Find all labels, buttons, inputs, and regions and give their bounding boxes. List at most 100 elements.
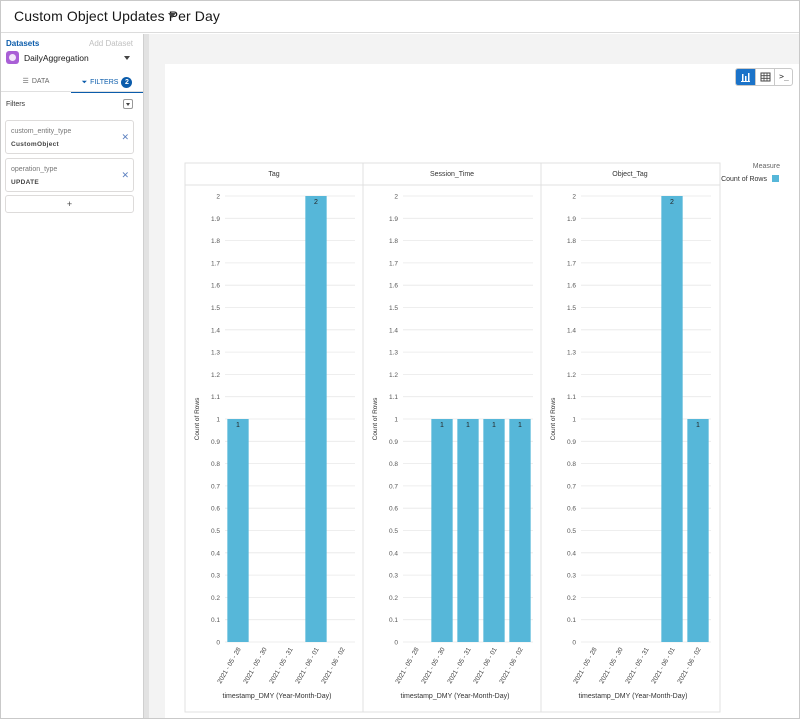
- filter-field: operation_type: [11, 166, 58, 173]
- y-tick-label: 1.7: [389, 260, 398, 267]
- y-tick-label: 1.1: [211, 394, 220, 401]
- bar: [431, 419, 453, 642]
- y-tick-label: 1.4: [567, 327, 576, 334]
- terminal-icon[interactable]: >_: [774, 69, 792, 85]
- bar-chart-icon[interactable]: [736, 69, 755, 85]
- facet-title: Object_Tag: [612, 171, 648, 178]
- y-tick-label: 2: [572, 194, 576, 201]
- panel-resize-handle[interactable]: [143, 34, 149, 718]
- y-tick-label: 1.9: [389, 216, 398, 223]
- legend-swatch: [772, 175, 779, 182]
- y-tick-label: 0.1: [389, 617, 398, 624]
- bar-value-label: 1: [492, 422, 496, 429]
- y-tick-label: 0.6: [211, 506, 220, 513]
- filter-card[interactable]: operation_type UPDATE ✕: [5, 158, 134, 192]
- y-tick-label: 1.4: [389, 327, 398, 334]
- y-tick-label: 0.9: [389, 439, 398, 446]
- y-tick-label: 0.6: [389, 506, 398, 513]
- legend-title: Measure: [753, 163, 780, 170]
- y-tick-label: 1: [572, 417, 576, 424]
- close-icon[interactable]: ✕: [121, 132, 129, 142]
- list-icon: ☰: [22, 78, 29, 85]
- filters-heading: Filters: [6, 101, 26, 108]
- filter-field: custom_entity_type: [11, 128, 72, 135]
- y-tick-label: 0.3: [211, 573, 220, 580]
- y-tick-label: 1.3: [567, 350, 576, 357]
- y-tick-label: 1.8: [567, 238, 576, 245]
- chevron-down-icon[interactable]: [168, 13, 176, 18]
- tab-data[interactable]: ☰ DATA: [1, 77, 71, 92]
- datasets-label: Datasets: [6, 39, 40, 48]
- close-icon[interactable]: ✕: [121, 170, 129, 180]
- bar: [687, 419, 709, 642]
- header-bar: Custom Object Updates Per Day: [1, 1, 799, 33]
- filter-value: CustomObject: [11, 141, 60, 148]
- y-tick-label: 1.3: [389, 350, 398, 357]
- bar: [457, 419, 479, 642]
- y-tick-label: 0.3: [567, 573, 576, 580]
- y-tick-label: 0: [216, 640, 220, 647]
- table-icon[interactable]: [755, 69, 774, 85]
- bar-value-label: 1: [440, 422, 444, 429]
- filters-count-badge: 2: [121, 77, 133, 88]
- y-tick-label: 0.1: [567, 617, 576, 624]
- y-tick-label: 1.6: [567, 283, 576, 290]
- bar-value-label: 1: [696, 422, 700, 429]
- y-tick-label: 1.2: [211, 372, 220, 379]
- bar-value-label: 2: [314, 199, 318, 206]
- visualization-toggle: >_: [735, 68, 793, 86]
- y-tick-label: 1.3: [211, 350, 220, 357]
- y-tick-label: 0.4: [211, 550, 220, 557]
- page-title: Custom Object Updates Per Day: [14, 8, 220, 24]
- y-tick-label: 1.1: [389, 394, 398, 401]
- y-tick-label: 1.5: [567, 305, 576, 312]
- y-tick-label: 0.7: [567, 483, 576, 490]
- filter-value: UPDATE: [11, 179, 40, 186]
- bar: [227, 419, 249, 642]
- facet-title: Tag: [268, 171, 279, 178]
- y-tick-label: 2: [216, 194, 220, 201]
- y-tick-label: 0.2: [211, 595, 220, 602]
- y-tick-label: 1.8: [389, 238, 398, 245]
- tab-filters-label: FILTERS: [90, 79, 119, 86]
- y-tick-label: 0.6: [567, 506, 576, 513]
- y-tick-label: 1.1: [567, 394, 576, 401]
- filter-card[interactable]: custom_entity_type CustomObject ✕: [5, 120, 134, 154]
- y-tick-label: 1.2: [567, 372, 576, 379]
- tab-filters[interactable]: ⏷ FILTERS 2: [71, 77, 143, 93]
- y-tick-label: 0.9: [567, 439, 576, 446]
- y-tick-label: 1.9: [567, 216, 576, 223]
- y-tick-label: 1.5: [211, 305, 220, 312]
- y-tick-label: 1.4: [211, 327, 220, 334]
- y-tick-label: 1.5: [389, 305, 398, 312]
- tab-data-label: DATA: [31, 78, 50, 85]
- y-tick-label: 1.2: [389, 372, 398, 379]
- y-axis-title: Count of Rows: [194, 397, 201, 440]
- y-tick-label: 0.5: [211, 528, 220, 535]
- bar-value-label: 1: [236, 422, 240, 429]
- y-tick-label: 1.7: [567, 260, 576, 267]
- x-axis-title: timestamp_DMY (Year-Month-Day): [223, 693, 332, 700]
- add-filter-button[interactable]: +: [5, 195, 134, 213]
- y-tick-label: 0.3: [389, 573, 398, 580]
- y-tick-label: 0.2: [389, 595, 398, 602]
- y-tick-label: 1: [216, 417, 220, 424]
- y-tick-label: 0.7: [389, 483, 398, 490]
- tabs-divider: [1, 91, 143, 92]
- y-tick-label: 0.1: [211, 617, 220, 624]
- y-tick-label: 1.6: [389, 283, 398, 290]
- y-tick-label: 0.4: [567, 550, 576, 557]
- facet-title: Session_Time: [430, 171, 474, 178]
- y-tick-label: 2: [394, 194, 398, 201]
- x-axis-title: timestamp_DMY (Year-Month-Day): [579, 693, 688, 700]
- y-tick-label: 0.7: [211, 483, 220, 490]
- dataset-selector[interactable]: DailyAggregation: [24, 53, 89, 63]
- bar: [305, 196, 327, 642]
- add-dataset-link[interactable]: Add Dataset: [89, 39, 134, 48]
- y-axis-title: Count of Rows: [372, 397, 379, 440]
- filters-menu-button[interactable]: [123, 99, 133, 109]
- y-tick-label: 0.4: [389, 550, 398, 557]
- chevron-down-icon[interactable]: [124, 56, 130, 60]
